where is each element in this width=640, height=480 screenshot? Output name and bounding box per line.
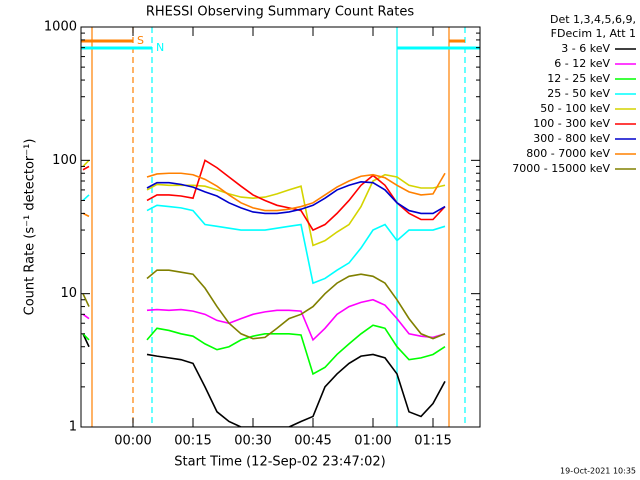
- legend-header: FDecim 1, Att 1: [551, 27, 636, 40]
- plot-area: SN: [81, 27, 480, 427]
- series-line: [146, 181, 446, 215]
- y-tick-label: 10: [60, 286, 77, 301]
- legend-label: 12 - 25 keV: [547, 72, 610, 85]
- series-line: [82, 269, 446, 340]
- series-line: [82, 324, 446, 376]
- legend-label: 7000 - 15000 keV: [512, 162, 610, 175]
- x-tick-label: 01:15: [414, 434, 451, 449]
- x-axis-label: Start Time (12-Sep-02 23:47:02): [174, 455, 385, 470]
- legend-label: 50 - 100 keV: [540, 102, 610, 115]
- legend-header: Det 1,3,4,5,6,9,: [550, 13, 636, 26]
- x-tick-label: 00:00: [114, 434, 151, 449]
- series-line: [82, 333, 446, 427]
- y-axis-label: Count Rate (s⁻¹ detector⁻¹): [23, 139, 38, 316]
- flag-label: N: [156, 41, 164, 54]
- x-tick-label: 00:15: [174, 434, 211, 449]
- series-line: [82, 159, 446, 247]
- series-line: [82, 298, 446, 342]
- footer: 19-Oct-2021 10:35: [560, 467, 636, 476]
- x-tick-label: 00:45: [294, 434, 331, 449]
- legend-label: 100 - 300 keV: [533, 117, 610, 130]
- y-tick-label: 100: [52, 153, 77, 168]
- chart-title: RHESSI Observing Summary Count Rates: [146, 5, 415, 20]
- series-line: [82, 194, 446, 285]
- legend-label: 25 - 50 keV: [547, 87, 610, 100]
- legend-label: 300 - 800 keV: [533, 132, 610, 145]
- y-tick-label: 1000: [44, 20, 77, 35]
- x-tick-label: 00:30: [234, 434, 271, 449]
- legend-label: 800 - 7000 keV: [526, 147, 610, 160]
- plot-frame: [80, 26, 481, 428]
- legend-label: 3 - 6 keV: [561, 42, 610, 55]
- x-tick-label: 01:00: [354, 434, 391, 449]
- flag-label: S: [137, 34, 144, 47]
- y-tick-label: 1: [69, 420, 77, 435]
- legend-label: 6 - 12 keV: [554, 57, 610, 70]
